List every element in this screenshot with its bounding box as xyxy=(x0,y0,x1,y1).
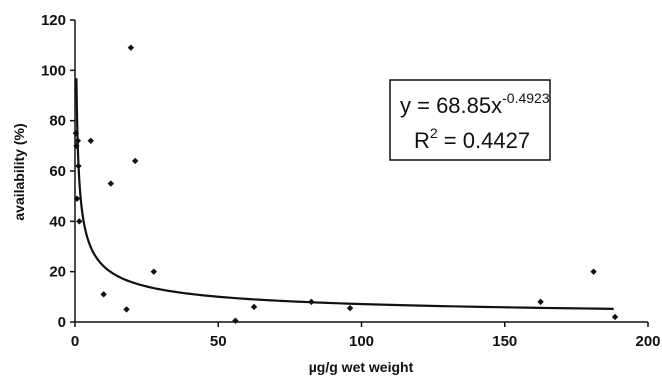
data-points xyxy=(72,44,619,324)
x-tick-label: 150 xyxy=(492,333,517,350)
data-point xyxy=(590,268,597,275)
data-point xyxy=(232,317,239,324)
data-point xyxy=(308,298,315,306)
x-tick-label: 200 xyxy=(635,333,660,350)
data-point xyxy=(74,137,82,144)
data-point xyxy=(611,313,619,321)
power-trendline xyxy=(75,78,614,310)
data-point xyxy=(76,218,83,225)
r2-value: = 0.4427 xyxy=(438,128,530,153)
r2-base: R xyxy=(414,128,430,153)
y-tick-label: 0 xyxy=(58,314,66,331)
data-point xyxy=(107,180,115,187)
data-point xyxy=(87,137,94,144)
y-tick-label: 120 xyxy=(41,12,66,29)
y-tick-label: 80 xyxy=(49,113,66,130)
y-tick-label: 60 xyxy=(49,163,66,180)
x-tick-label: 100 xyxy=(349,333,374,350)
data-point xyxy=(75,162,82,170)
data-point xyxy=(346,304,354,312)
x-tick-label: 0 xyxy=(71,333,79,350)
data-point xyxy=(250,303,258,311)
y-axis-ticks: 0 20 40 60 80 100 120 xyxy=(41,12,75,331)
x-tick-label: 50 xyxy=(210,333,227,350)
data-point xyxy=(100,291,107,298)
x-axis-label: µg/g wet weight xyxy=(309,359,414,375)
equation-label: y = 68.85x-0.4923 xyxy=(400,90,550,118)
data-point xyxy=(537,298,544,306)
equation-base: y = 68.85x xyxy=(400,93,502,118)
x-axis-ticks: 0 50 100 150 200 xyxy=(71,322,661,350)
data-point xyxy=(150,268,157,275)
equation-box: y = 68.85x-0.4923 R2 = 0.4427 xyxy=(389,79,551,161)
y-axis-label: availability (%) xyxy=(11,123,27,220)
data-point xyxy=(131,157,139,165)
y-tick-label: 40 xyxy=(49,213,66,230)
data-point xyxy=(123,306,130,313)
data-point xyxy=(73,142,80,150)
y-tick-label: 20 xyxy=(49,264,66,281)
y-tick-label: 100 xyxy=(41,62,66,79)
r2-sup: 2 xyxy=(430,125,438,141)
equation-exponent: -0.4923 xyxy=(502,90,550,106)
data-point xyxy=(73,195,81,202)
r-squared-label: R2 = 0.4427 xyxy=(414,125,530,153)
data-point xyxy=(72,130,80,137)
data-point xyxy=(127,44,135,51)
